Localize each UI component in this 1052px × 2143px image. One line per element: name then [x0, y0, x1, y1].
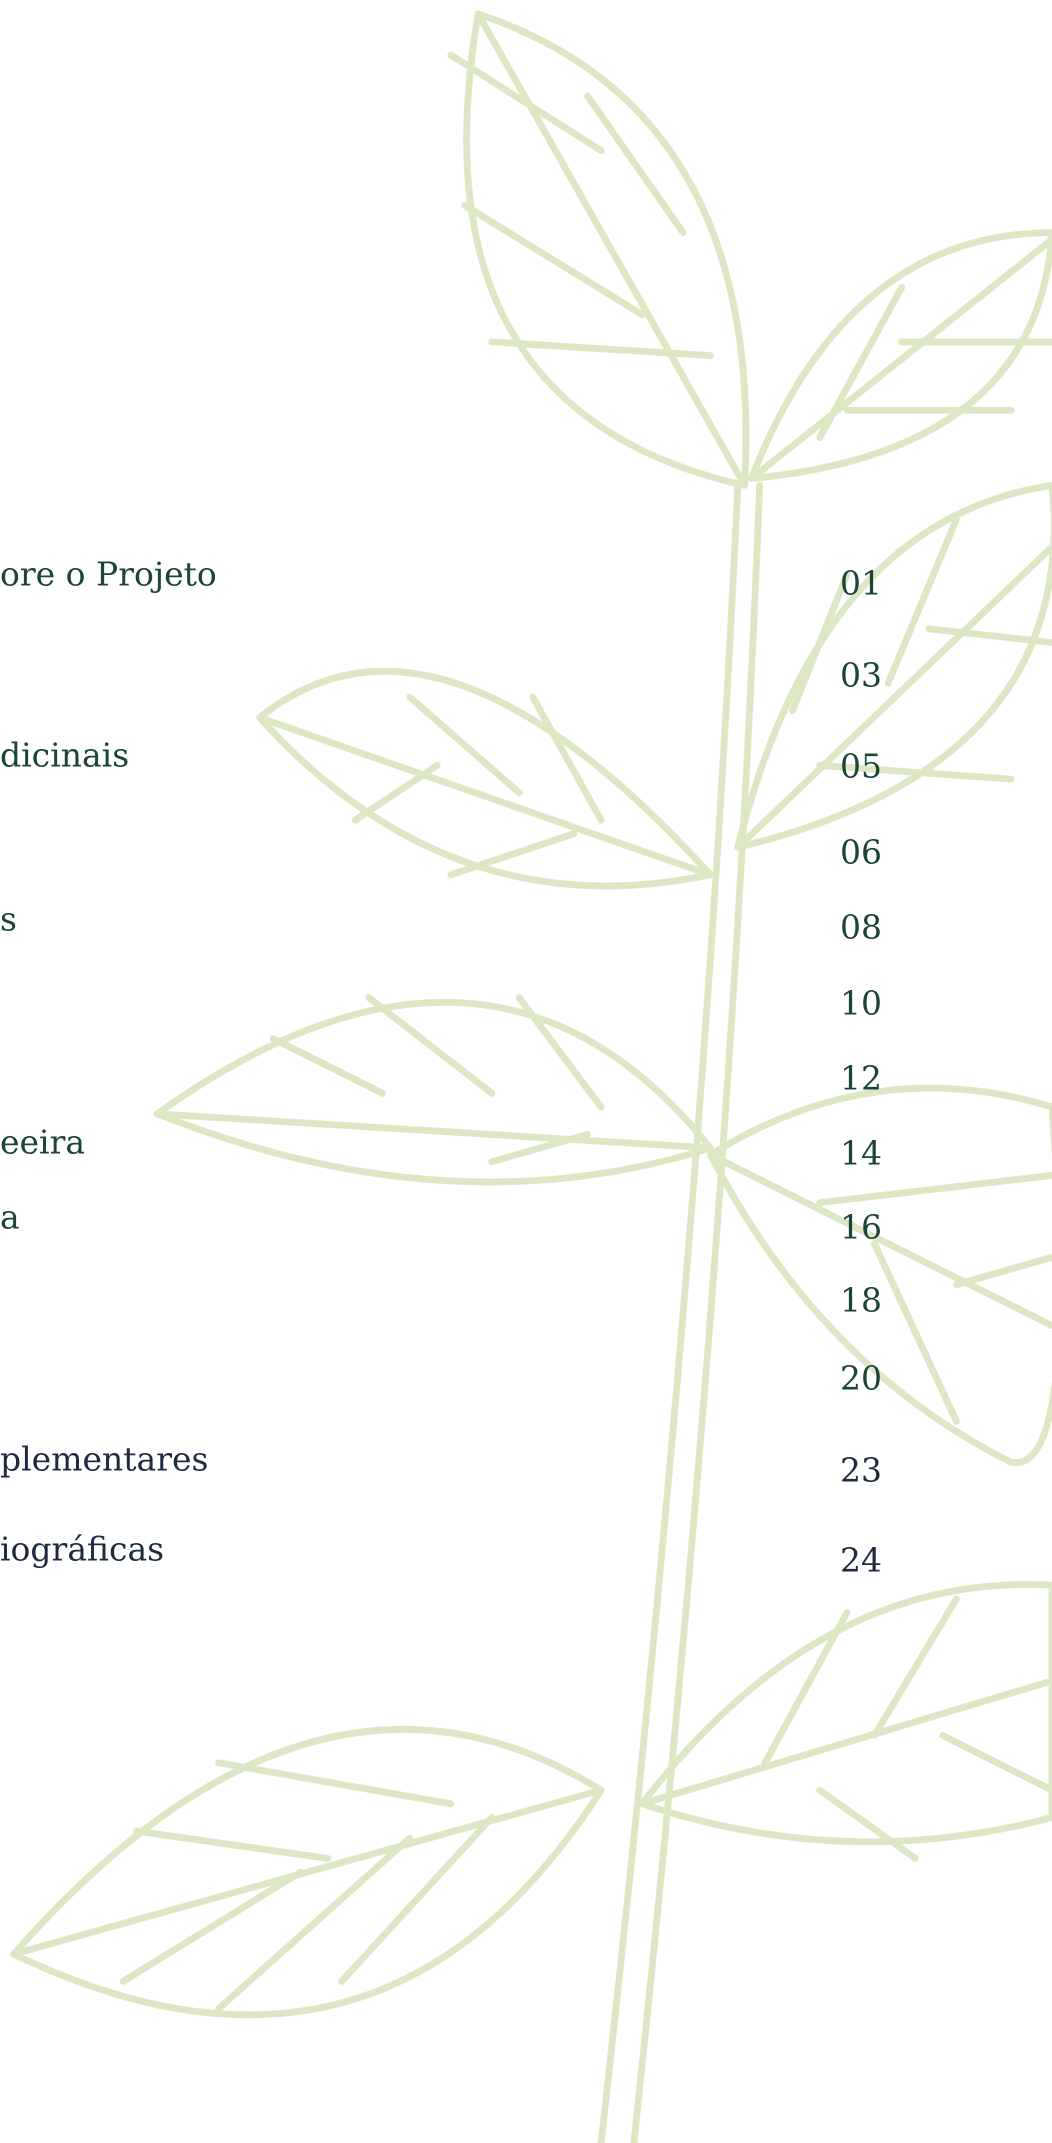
- leaf: [642, 1584, 1052, 1858]
- page-number: 12: [840, 1062, 882, 1095]
- stem: [601, 485, 738, 2142]
- page-number: 18: [840, 1284, 882, 1317]
- leaf: [14, 1729, 601, 2014]
- toc-title[interactable]: a: [0, 1201, 20, 1234]
- page-number: 20: [840, 1362, 882, 1395]
- toc-title[interactable]: iográficas: [0, 1533, 164, 1566]
- page-number: 10: [840, 987, 882, 1020]
- page-number: 23: [840, 1454, 882, 1487]
- page-number: 03: [840, 659, 882, 692]
- page-number: 08: [840, 911, 882, 944]
- page-number: 24: [840, 1544, 882, 1577]
- toc-title[interactable]: dicinais: [0, 739, 129, 772]
- page-number: 05: [840, 750, 882, 783]
- toc-title[interactable]: ore o Projeto: [0, 558, 217, 591]
- stem: [634, 485, 760, 2142]
- page-number: 01: [840, 567, 882, 600]
- toc-title[interactable]: s: [0, 903, 17, 936]
- page-number: 14: [840, 1137, 882, 1170]
- leaf: [738, 485, 1052, 847]
- page: ore o Projeto dicinais s eeira a plement…: [0, 0, 1052, 2143]
- toc-title[interactable]: plementares: [0, 1443, 208, 1476]
- toc-title[interactable]: eeira: [0, 1126, 85, 1159]
- leaf: [751, 233, 1052, 479]
- page-number: 16: [840, 1211, 882, 1244]
- leaf: [451, 14, 746, 485]
- plant-illustration: [0, 0, 1052, 2143]
- page-number: 06: [840, 836, 882, 869]
- leaf: [157, 998, 710, 1182]
- leaf: [260, 671, 711, 886]
